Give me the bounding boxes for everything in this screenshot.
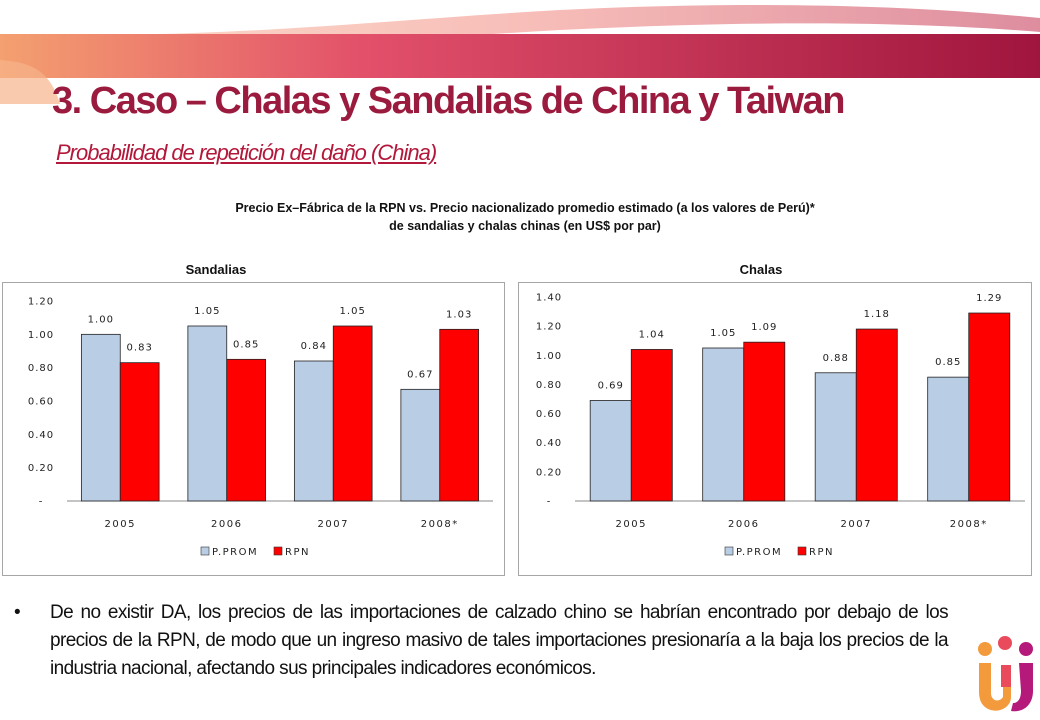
data-label: 0.84	[301, 341, 327, 352]
x-tick-label: 2008*	[950, 519, 988, 530]
page-title: 3. Caso – Chalas y Sandalias de China y …	[52, 80, 845, 122]
bar-rpn-chalas	[630, 349, 673, 502]
data-label: 1.05	[194, 306, 220, 317]
x-tick-label: 2005	[105, 519, 136, 530]
bar-p-prom-chalas	[927, 376, 970, 502]
data-label: 0.69	[598, 380, 624, 391]
bar-p-prom-sandalias	[80, 333, 121, 502]
y-tick-label: 1.40	[536, 293, 562, 304]
bar-rpn-sandalias	[332, 325, 373, 502]
data-label: 0.83	[127, 343, 153, 354]
y-tick-label: 1.20	[536, 322, 562, 333]
bar-rpn-sandalias	[119, 362, 160, 502]
data-label: 1.05	[340, 306, 366, 317]
data-label: 0.67	[407, 369, 433, 380]
bar-p-prom-sandalias	[293, 360, 334, 502]
chart-sandalias: - 0.20 0.40 0.60 0.80 1.00 1.20 1.00 0.83 2005 1.0…	[28, 297, 493, 558]
y-tick-label: 1.00	[536, 351, 562, 362]
bar-rpn-chalas	[855, 328, 898, 502]
chart-chalas: - 0.20 0.40 0.60 0.80 1.00 1.20 1.40 0.69 1.04 200…	[536, 293, 1025, 558]
y-tick-label: 0.20	[536, 467, 562, 478]
y-tick-label: 0.60	[28, 397, 54, 408]
header-decoration	[0, 4, 1040, 104]
chart-title-sandalias: Sandalias	[185, 262, 247, 277]
data-label: 0.88	[823, 353, 849, 364]
chart-title-chalas: Chalas	[739, 262, 783, 277]
x-tick-label: 2006	[211, 519, 242, 530]
legend-label-p-prom: P.PROM	[212, 547, 258, 558]
y-tick-label: -	[39, 497, 44, 508]
legend-swatch-p-prom	[200, 546, 210, 556]
data-label: 0.85	[935, 357, 961, 368]
bar-rpn-sandalias	[439, 328, 480, 502]
legend-swatch-rpn	[273, 546, 283, 556]
page-subtitle: Probabilidad de repetición del daño (Chi…	[56, 140, 437, 165]
y-tick-label: 0.80	[536, 380, 562, 391]
institution-logo	[978, 636, 1033, 712]
y-tick-label: 0.80	[28, 363, 54, 374]
bar-p-prom-chalas	[814, 372, 857, 502]
bar-p-prom-chalas	[702, 347, 745, 502]
y-tick-label: 0.40	[28, 430, 54, 441]
legend-label-rpn: RPN	[809, 547, 834, 558]
data-label: 1.03	[446, 309, 472, 320]
bar-rpn-sandalias	[226, 358, 267, 502]
bar-p-prom-sandalias	[400, 388, 441, 502]
x-tick-label: 2005	[616, 519, 647, 530]
bullet-symbol: •	[14, 602, 21, 623]
legend-swatch-rpn	[797, 546, 807, 556]
chart-heading-line-2: de sandalias y chalas chinas (en US$ por…	[389, 219, 661, 233]
bar-p-prom-chalas	[589, 400, 632, 502]
legend-swatch-p-prom	[724, 546, 734, 556]
chart-panel-chalas: - 0.20 0.40 0.60 0.80 1.00 1.20 1.40 0.69 1.04 200…	[518, 282, 1032, 576]
chart-heading-line-1: Precio Ex–Fábrica de la RPN vs. Precio n…	[235, 201, 815, 215]
data-label: 1.09	[751, 322, 777, 333]
x-tick-label: 2006	[728, 519, 759, 530]
chart-panel-sandalias: - 0.20 0.40 0.60 0.80 1.00 1.20 1.00 0.83 2005 1.0…	[2, 282, 505, 576]
bullet-text: De no existir DA, los precios de las imp…	[50, 602, 949, 679]
x-tick-label: 2008*	[421, 519, 459, 530]
y-tick-label: 0.20	[28, 463, 54, 474]
legend-label-rpn: RPN	[285, 547, 310, 558]
y-tick-label: 0.40	[536, 438, 562, 449]
data-label: 0.85	[233, 339, 259, 350]
legend-label-p-prom: P.PROM	[736, 547, 782, 558]
y-tick-label: 1.00	[28, 330, 54, 341]
data-label: 1.29	[976, 293, 1002, 304]
data-label: 1.04	[639, 329, 665, 340]
y-tick-label: 1.20	[28, 297, 54, 308]
data-label: 1.05	[710, 328, 736, 339]
bar-rpn-chalas	[743, 341, 786, 502]
bar-p-prom-sandalias	[187, 325, 228, 502]
data-label: 1.00	[88, 314, 114, 325]
x-tick-label: 2007	[318, 519, 349, 530]
chart-heading: Precio Ex–Fábrica de la RPN vs. Precio n…	[0, 199, 1040, 235]
x-tick-label: 2007	[841, 519, 872, 530]
y-tick-label: 0.60	[536, 409, 562, 420]
data-label: 1.18	[864, 309, 890, 320]
y-tick-label: -	[547, 497, 552, 508]
bar-rpn-chalas	[968, 312, 1011, 502]
